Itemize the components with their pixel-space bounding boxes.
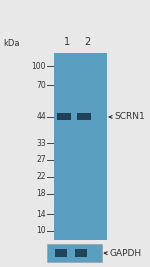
Bar: [56, 249, 68, 257]
Bar: [77, 113, 91, 120]
Bar: [57, 113, 71, 120]
Text: 70: 70: [36, 81, 46, 90]
Text: 44: 44: [36, 112, 46, 121]
Text: 10: 10: [36, 226, 46, 235]
Bar: [54, 53, 107, 240]
Text: 14: 14: [36, 210, 46, 219]
Text: 100: 100: [32, 62, 46, 71]
Text: 2: 2: [84, 37, 90, 47]
Bar: [75, 249, 87, 257]
Text: SCRN1: SCRN1: [114, 112, 145, 121]
Bar: [47, 244, 102, 262]
Text: kDa: kDa: [3, 39, 19, 48]
Text: 1: 1: [64, 37, 70, 47]
Text: 22: 22: [36, 172, 46, 181]
Text: 18: 18: [36, 189, 46, 198]
Text: 33: 33: [36, 139, 46, 148]
Text: 27: 27: [36, 155, 46, 164]
Text: GAPDH: GAPDH: [110, 249, 142, 258]
